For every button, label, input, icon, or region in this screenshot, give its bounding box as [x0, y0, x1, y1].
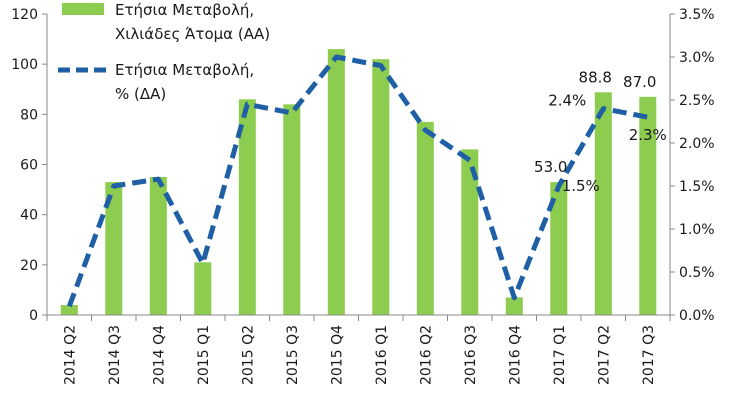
right-tick-label: 1.0% [679, 222, 715, 238]
data-labels: 53.0 88.8 87.0 1.5% 2.4% 2.3% [534, 68, 667, 195]
line-path [66, 54, 649, 308]
category-label: 2017 Q3 [641, 325, 657, 385]
legend-bar-label-line1: Ετήσια Μεταβολή, [115, 1, 254, 19]
bar [639, 96, 657, 315]
category-label: 2017 Q2 [596, 325, 612, 385]
bar [461, 149, 479, 315]
right-tick-label: 0.0% [679, 308, 715, 324]
category-label: 2014 Q2 [62, 325, 78, 385]
left-tick-label: 20 [20, 258, 38, 274]
bar [505, 297, 523, 315]
left-tick-label: 120 [11, 7, 38, 23]
bar-value-label: 88.8 [579, 68, 612, 86]
right-tick-label: 3.0% [679, 50, 715, 66]
right-tick-label: 3.5% [679, 7, 715, 23]
bar [283, 104, 301, 315]
legend-bar-swatch [62, 3, 104, 15]
bar [327, 49, 345, 315]
right-tick-label: 0.5% [679, 265, 715, 281]
legend-line-label-line2: % (ΔΑ) [115, 85, 166, 103]
line-value-label: 2.4% [548, 92, 586, 110]
legend: Ετήσια Μεταβολή, Χιλιάδες Άτομα (ΑΑ) Ετή… [58, 1, 270, 103]
bar [372, 59, 390, 316]
legend-line-label-line1: Ετήσια Μεταβολή, [115, 61, 254, 79]
left-tick-label: 60 [20, 158, 38, 174]
line-value-label: 1.5% [562, 177, 600, 195]
category-label: 2016 Q3 [463, 325, 479, 385]
bar-value-label: 53.0 [534, 158, 567, 176]
bar [149, 177, 167, 315]
category-label: 2015 Q2 [240, 325, 256, 385]
category-label: 2014 Q3 [107, 325, 123, 385]
bar [194, 262, 212, 315]
line-value-label: 2.3% [629, 126, 667, 144]
left-tick-label: 80 [20, 107, 38, 123]
left-tick-label: 0 [29, 308, 38, 324]
right-tick-label: 2.0% [679, 136, 715, 152]
right-tick-label: 1.5% [679, 179, 715, 195]
line-series [66, 54, 649, 308]
category-label: 2017 Q1 [552, 325, 568, 385]
left-tick-label: 100 [11, 57, 38, 73]
category-label: 2016 Q1 [374, 325, 390, 385]
legend-bar-label-line2: Χιλιάδες Άτομα (ΑΑ) [115, 25, 270, 43]
category-label: 2016 Q4 [507, 325, 523, 385]
bar [416, 121, 434, 316]
left-tick-label: 40 [20, 208, 38, 224]
category-label: 2016 Q2 [418, 325, 434, 385]
bar [238, 99, 256, 315]
right-tick-label: 2.5% [679, 93, 715, 109]
bar-series [60, 49, 657, 316]
right-axis-ticks: 0.0% 0.5% 1.0% 1.5% 2.0% 2.5% 3.0% 3.5% [670, 7, 715, 324]
bar [105, 182, 123, 315]
category-label: 2015 Q1 [196, 325, 212, 385]
category-label: 2015 Q3 [285, 325, 301, 385]
bar [594, 92, 612, 315]
bar [550, 182, 568, 315]
left-axis-ticks: 0 20 40 60 80 100 120 [11, 7, 47, 324]
category-labels: 2014 Q2 2014 Q3 2014 Q4 2015 Q1 2015 Q2 2015 … [62, 325, 657, 385]
category-label: 2015 Q4 [329, 325, 345, 385]
bar-value-label: 87.0 [623, 73, 656, 91]
bar [60, 305, 78, 315]
category-label: 2014 Q4 [151, 325, 167, 385]
